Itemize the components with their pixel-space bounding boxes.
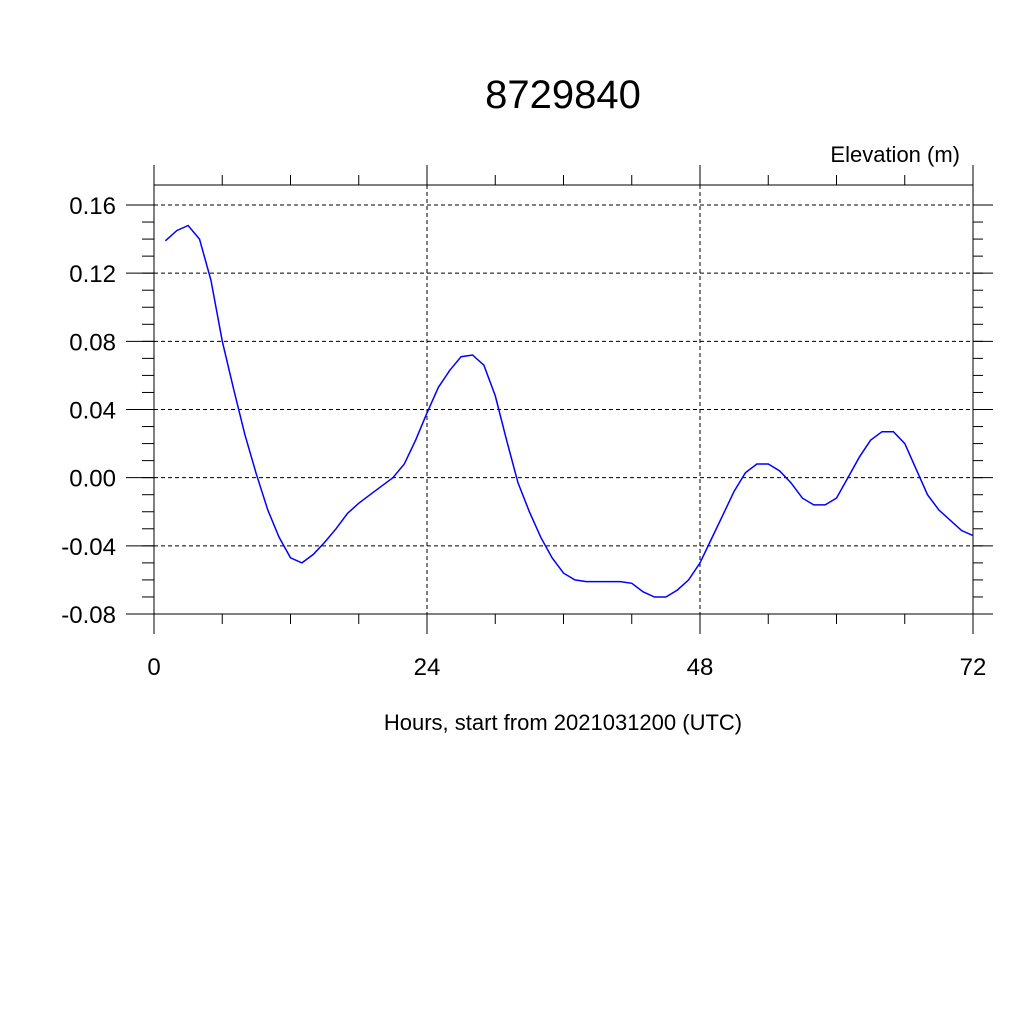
series-line — [164, 224, 974, 598]
y-tick-label: 0.16 — [69, 193, 116, 220]
tick-labels: -0.08 -0.04 0.00 0.04 0.08 0.12 0.16 0 24 48 72 — [61, 193, 986, 681]
x-tick-label: 24 — [414, 654, 441, 681]
grid — [154, 185, 973, 615]
y-axis-label: Elevation (m) — [830, 142, 960, 167]
y-tick-label: 0.04 — [69, 398, 116, 425]
chart-title: 8729840 — [485, 73, 641, 117]
x-axis-label: Hours, start from 2021031200 (UTC) — [384, 710, 742, 735]
x-tick-label: 48 — [687, 654, 714, 681]
x-tick-label: 72 — [960, 654, 987, 681]
y-tick-label: 0.12 — [69, 261, 116, 288]
y-tick-label: 0.08 — [69, 329, 116, 356]
axis-ticks — [126, 165, 993, 634]
plot-frame — [153, 184, 974, 615]
y-tick-label: -0.08 — [61, 602, 116, 629]
y-tick-label: 0.00 — [69, 466, 116, 493]
x-tick-label: 0 — [147, 654, 160, 681]
y-tick-label: -0.04 — [61, 534, 116, 561]
series-group — [164, 224, 974, 598]
